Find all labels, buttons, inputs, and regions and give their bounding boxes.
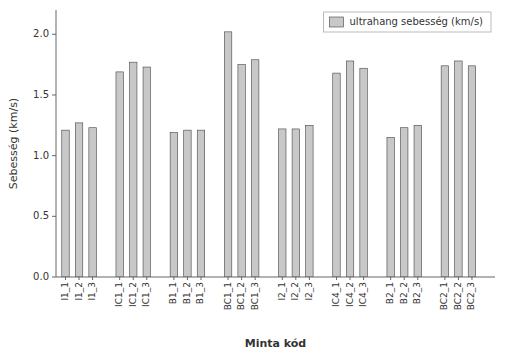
x-tick-label: B1_1 xyxy=(168,282,178,304)
x-tick-label: I1_3 xyxy=(87,282,97,301)
legend-swatch xyxy=(330,17,344,27)
x-tick-label: B2_1 xyxy=(385,282,395,304)
bar xyxy=(238,65,245,277)
bar xyxy=(170,133,177,277)
y-tick xyxy=(52,94,56,95)
x-tick xyxy=(471,277,472,280)
y-tick-label: 1.5 xyxy=(33,89,49,100)
bars xyxy=(62,32,476,277)
bar xyxy=(360,68,367,277)
x-tick-label: I1_2 xyxy=(74,282,84,301)
bar xyxy=(414,125,421,277)
y-tick xyxy=(52,34,56,35)
x-tick-label: B2_3 xyxy=(412,282,422,304)
bar xyxy=(455,61,462,277)
x-tick-label: IC1_3 xyxy=(141,282,151,307)
bar xyxy=(346,61,353,277)
x-tick-label: IC1_1 xyxy=(114,282,124,307)
x-tick xyxy=(255,277,256,280)
x-tick xyxy=(200,277,201,280)
y-tick-label: 0.5 xyxy=(33,210,49,221)
x-tick-label: I2_1 xyxy=(277,282,287,301)
bar xyxy=(62,130,69,277)
x-tick-label: BC1_2 xyxy=(236,282,246,310)
bar xyxy=(224,32,231,277)
x-tick xyxy=(390,277,391,280)
y-tick-label: 1.0 xyxy=(33,150,49,161)
chart: 0.0 0.5 1.0 1.5 2.0 Sebesség (km/s) I1_1 I1_2I1… xyxy=(0,0,505,355)
x-tick xyxy=(417,277,418,280)
bar xyxy=(468,66,475,277)
y-tick xyxy=(52,155,56,156)
x-tick xyxy=(119,277,120,280)
x-axis-label: Minta kód xyxy=(245,337,307,350)
y-tick-label: 2.0 xyxy=(33,28,49,39)
x-tick xyxy=(350,277,351,280)
y-axis-label: Sebesség (km/s) xyxy=(7,98,20,189)
bar xyxy=(143,67,150,277)
x-tick xyxy=(146,277,147,280)
bar xyxy=(306,125,313,277)
x-tick xyxy=(241,277,242,280)
x-tick-label: BC1_1 xyxy=(223,282,233,310)
x-tick xyxy=(187,277,188,280)
y-axis: 0.0 0.5 1.0 1.5 2.0 xyxy=(33,10,56,282)
x-axis: I1_1 I1_2I1_3 IC1_1 IC1_2IC1_3 B1_1 B1_2B1_3 B… xyxy=(56,277,495,310)
x-tick xyxy=(309,277,310,280)
bar xyxy=(400,128,407,277)
y-tick-label: 0.0 xyxy=(33,271,49,282)
x-tick-label: BC2_2 xyxy=(453,282,463,310)
bar xyxy=(251,60,258,277)
bar xyxy=(279,129,286,277)
x-tick xyxy=(173,277,174,280)
x-tick xyxy=(458,277,459,280)
x-tick xyxy=(295,277,296,280)
x-tick-label: IC4_2 xyxy=(345,282,355,307)
y-tick xyxy=(52,216,56,217)
x-tick xyxy=(282,277,283,280)
bar xyxy=(75,123,82,277)
y-tick xyxy=(52,277,56,278)
y-axis-line xyxy=(56,10,57,277)
x-tick xyxy=(404,277,405,280)
bar xyxy=(387,137,394,277)
x-tick-label: I2_3 xyxy=(304,282,314,301)
x-tick-label: BC1_3 xyxy=(250,282,260,310)
x-tick xyxy=(92,277,93,280)
x-axis-line xyxy=(56,277,495,278)
x-tick-label: I2_2 xyxy=(290,282,300,301)
bar xyxy=(441,66,448,277)
x-tick-label: B1_3 xyxy=(195,282,205,304)
x-tick xyxy=(363,277,364,280)
x-tick-label: I1_1 xyxy=(60,282,70,301)
x-tick xyxy=(79,277,80,280)
legend-box xyxy=(324,12,491,32)
bar xyxy=(333,73,340,277)
bar xyxy=(89,128,96,277)
x-tick xyxy=(336,277,337,280)
x-tick xyxy=(133,277,134,280)
bar xyxy=(130,62,137,277)
x-tick-label: IC1_2 xyxy=(128,282,138,307)
x-tick-label: IC4_1 xyxy=(331,282,341,307)
legend-label: ultrahang sebesség (km/s) xyxy=(350,16,484,27)
bar xyxy=(116,72,123,277)
x-tick xyxy=(444,277,445,280)
bar xyxy=(292,129,299,277)
x-tick-label: IC4_3 xyxy=(358,282,368,307)
x-tick-label: B1_2 xyxy=(182,282,192,304)
legend: ultrahang sebesség (km/s) xyxy=(324,12,491,32)
x-tick xyxy=(228,277,229,280)
x-tick-label: BC2_1 xyxy=(439,282,449,310)
bar xyxy=(184,130,191,277)
bar xyxy=(197,130,204,277)
x-tick-label: B2_2 xyxy=(399,282,409,304)
x-tick xyxy=(65,277,66,280)
x-tick-label: BC2_3 xyxy=(466,282,476,310)
